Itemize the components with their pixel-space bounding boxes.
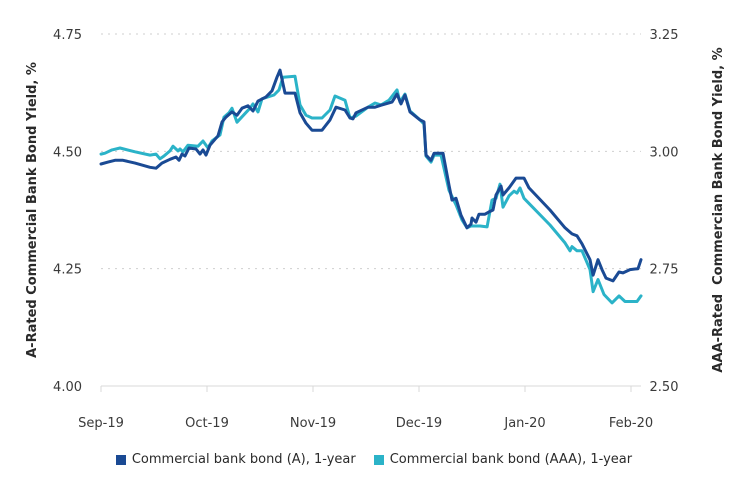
left-y-tick-label: 4.00	[53, 380, 82, 395]
legend-label-a: Commercial bank bond (A), 1-year	[131, 452, 356, 467]
right-y-tick-label: 2.75	[650, 263, 679, 278]
left-y-tick-label: 4.75	[53, 28, 82, 43]
series-line-a	[99, 68, 643, 283]
legend-swatch-a	[115, 454, 126, 465]
left-axis-title: A-Rated Commercial Bank Bond Yield, %	[25, 62, 40, 358]
legend-swatch-aaa	[373, 454, 384, 465]
line-chart: 4.00 4.25 4.50 4.75 2.50 2.75 3.00 3.25 Sep-19…	[25, 28, 726, 431]
x-tick-label: Jan-20	[503, 416, 545, 431]
right-y-axis: 2.50 2.75 3.00 3.25	[650, 28, 679, 395]
right-y-tick-label: 2.50	[650, 380, 679, 395]
x-tick-label: Oct-19	[185, 416, 229, 431]
x-tick-label: Feb-20	[609, 416, 653, 431]
right-y-tick-label: 3.25	[650, 28, 679, 43]
left-y-tick-label: 4.50	[53, 145, 82, 160]
right-y-tick-label: 3.00	[650, 145, 679, 160]
series-lines	[99, 68, 643, 305]
x-tick-label: Dec-19	[396, 416, 442, 431]
legend-item-aaa: Commercial bank bond (AAA), 1-year	[373, 452, 633, 467]
left-y-axis: 4.00 4.25 4.50 4.75	[53, 28, 82, 395]
right-axis-title: AAA-Rated Commercian Bank Bond Yield, %	[711, 47, 726, 372]
legend: Commercial bank bond (A), 1-year Commerc…	[0, 452, 748, 467]
x-tick-label: Nov-19	[290, 416, 336, 431]
legend-label-aaa: Commercial bank bond (AAA), 1-year	[389, 452, 633, 467]
gridlines	[101, 33, 641, 387]
series-line-aaa	[99, 74, 643, 305]
left-y-tick-label: 4.25	[53, 263, 82, 278]
x-tick-label: Sep-19	[78, 416, 124, 431]
legend-item-a: Commercial bank bond (A), 1-year	[115, 452, 356, 467]
x-axis: Sep-19 Oct-19 Nov-19 Dec-19 Jan-20 Feb-20	[78, 386, 653, 431]
